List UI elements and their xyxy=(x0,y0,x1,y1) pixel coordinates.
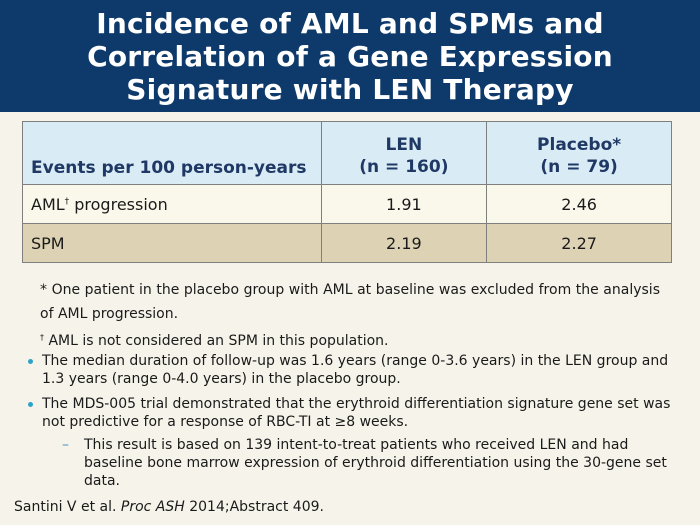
footnote-aml-text: AML is not considered an SPM in this pop… xyxy=(44,333,389,349)
header-len-n: (n = 160) xyxy=(359,157,449,177)
bullet-text: The median duration of follow-up was 1.6… xyxy=(42,353,669,387)
header-placebo: Placebo* (n = 79) xyxy=(486,121,672,185)
table-row: SPM 2.19 2.27 xyxy=(22,223,672,263)
table-row: AML† progression 1.91 2.46 xyxy=(22,184,672,224)
bullet-dot-icon xyxy=(28,402,33,407)
citation-journal: Proc ASH xyxy=(120,499,185,515)
header-placebo-name: Placebo* xyxy=(537,135,622,155)
row-label-spm: SPM xyxy=(22,223,322,263)
header-events-label: Events per 100 person-years xyxy=(22,121,322,185)
cell-placebo-aml: 2.46 xyxy=(486,184,672,224)
dash-icon: – xyxy=(62,437,69,453)
slide-title-banner: Incidence of AML and SPMs and Correlatio… xyxy=(0,0,700,112)
slide-title-line-3: Signature with LEN Therapy xyxy=(126,72,574,106)
row-label-text: AML xyxy=(31,194,65,214)
header-len: LEN (n = 160) xyxy=(320,121,488,185)
citation: Santini V et al. Proc ASH 2014;Abstract … xyxy=(14,498,324,516)
footnote-dagger-mark: † xyxy=(40,333,44,342)
bullet-dot-icon xyxy=(28,359,33,364)
header-placebo-n: (n = 79) xyxy=(540,157,618,177)
sub-bullet-text: This result is based on 139 intent-to-tr… xyxy=(84,437,667,489)
cell-len-aml: 1.91 xyxy=(320,184,488,224)
events-table: Events per 100 person-years LEN (n = 160… xyxy=(22,121,672,263)
citation-rest: 2014;Abstract 409. xyxy=(184,499,324,515)
citation-authors: Santini V et al. xyxy=(14,499,121,515)
row-label-rest: progression xyxy=(69,194,168,214)
cell-len-spm: 2.19 xyxy=(320,223,488,263)
row-label-aml: AML† progression xyxy=(22,184,322,224)
dagger-mark: † xyxy=(64,196,70,207)
cell-placebo-spm: 2.27 xyxy=(486,223,672,263)
bullet-text: The MDS-005 trial demonstrated that the … xyxy=(42,396,671,430)
table-header-row: Events per 100 person-years LEN (n = 160… xyxy=(22,121,672,185)
header-len-name: LEN xyxy=(385,135,423,155)
footnote-aml: † AML is not considered an SPM in this p… xyxy=(40,326,660,353)
slide-title-line-2: Correlation of a Gene Expression xyxy=(87,39,613,73)
footnote-placebo: * One patient in the placebo group with … xyxy=(40,282,660,322)
row-label-text: SPM xyxy=(31,233,65,253)
slide-title-line-1: Incidence of AML and SPMs and xyxy=(96,6,604,40)
